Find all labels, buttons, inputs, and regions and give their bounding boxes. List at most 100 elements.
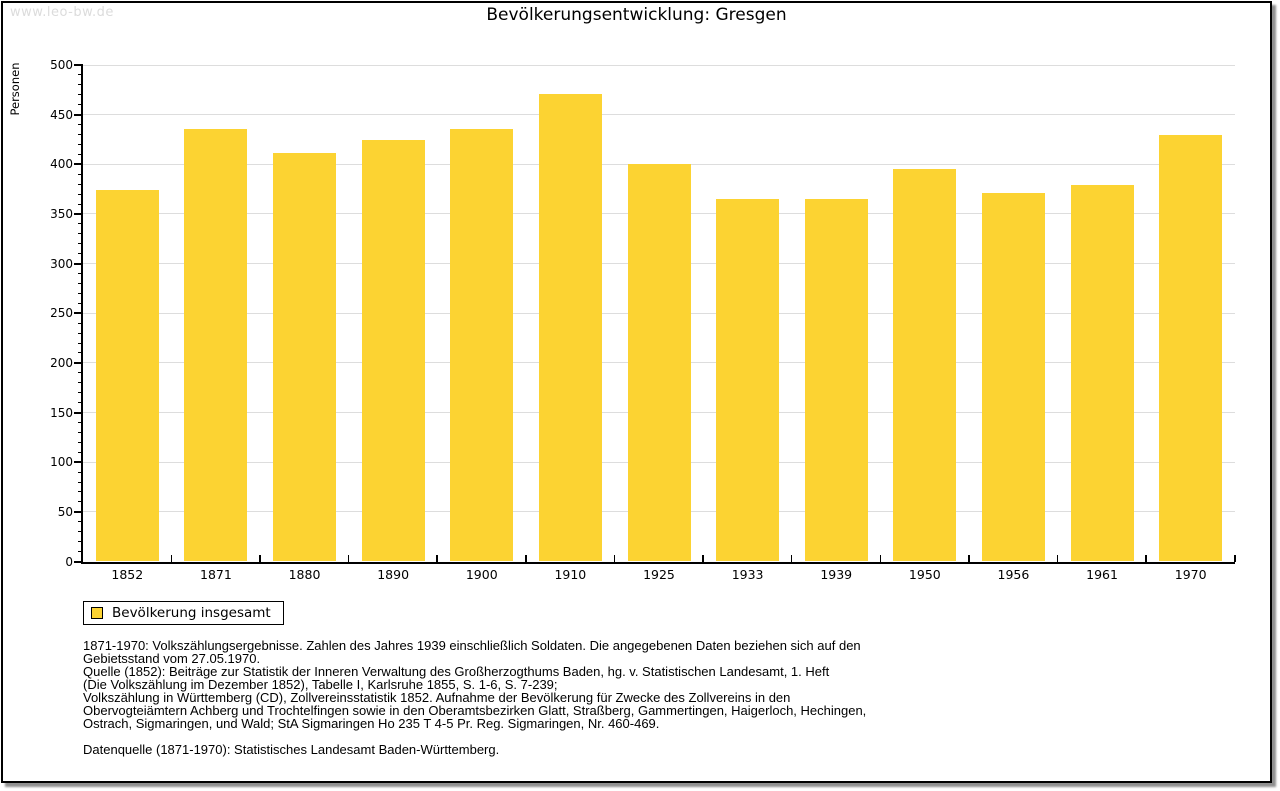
y-tick-label: 500: [50, 58, 73, 72]
x-boundary-tick: [1056, 555, 1059, 562]
y-axis-label: Personen: [8, 62, 22, 116]
y-tick-label: 300: [50, 256, 73, 271]
x-boundary-tick: [613, 555, 616, 562]
y-minor-tick: [78, 84, 83, 86]
x-category-label: 1950: [908, 566, 941, 582]
x-category-label: 1939: [820, 566, 853, 582]
bar: [273, 153, 337, 562]
y-tick-label: 450: [50, 107, 73, 122]
gridline: [83, 64, 1235, 66]
x-boundary-tick: [259, 555, 261, 562]
y-minor-tick: [78, 322, 83, 324]
source-note-line: Volkszählung in Württemberg (CD), Zollve…: [83, 690, 791, 705]
y-major-tick: [74, 312, 83, 315]
x-category-label: 1890: [377, 566, 410, 582]
leo-bw-watermark: www.leo-bw.de: [10, 5, 114, 20]
x-boundary-tick: [525, 555, 527, 562]
x-boundary-tick: [879, 555, 882, 562]
y-tick-label: 200: [50, 355, 73, 370]
y-minor-tick: [78, 392, 83, 394]
y-minor-tick: [78, 173, 83, 175]
y-minor-tick: [78, 531, 83, 533]
x-boundary-tick: [702, 555, 704, 562]
bar: [804, 199, 868, 562]
x-boundary-tick: [968, 555, 970, 562]
y-major-tick: [74, 113, 83, 116]
gridline: [83, 114, 1235, 116]
x-boundary-tick: [1145, 555, 1147, 562]
bar: [538, 93, 602, 562]
y-tick-label: 400: [50, 157, 73, 172]
x-category-label: 1852: [111, 566, 144, 582]
y-tick-label: 0: [65, 554, 73, 569]
bar: [450, 128, 514, 562]
y-minor-tick: [78, 183, 83, 185]
y-minor-tick: [78, 441, 83, 443]
bar: [95, 190, 159, 562]
source-note-line: Gebietsstand vom 27.05.1970.: [83, 651, 261, 666]
x-category-label: 1880: [288, 566, 321, 582]
y-tick-label: 50: [57, 504, 73, 519]
y-axis-line: [81, 65, 83, 564]
bar: [361, 140, 425, 562]
legend-color-swatch-icon: [91, 607, 103, 619]
y-major-tick: [74, 262, 83, 265]
y-major-tick: [74, 411, 83, 414]
x-boundary-tick: [170, 555, 173, 562]
y-tick-label: 350: [50, 206, 73, 221]
y-minor-tick: [78, 491, 83, 493]
bar: [627, 164, 691, 562]
y-minor-tick: [78, 402, 83, 404]
y-minor-tick: [78, 332, 83, 334]
y-minor-tick: [78, 143, 83, 145]
source-note-line: Ostrach, Sigmaringen, und Wald; StA Sigm…: [83, 716, 660, 731]
y-minor-tick: [78, 94, 83, 96]
y-minor-tick: [78, 541, 83, 543]
x-boundary-tick: [790, 555, 793, 562]
bar: [893, 169, 957, 562]
y-minor-tick: [78, 481, 83, 483]
x-category-label: 1900: [465, 566, 498, 582]
bar: [1159, 134, 1223, 562]
x-boundary-tick: [436, 555, 438, 562]
y-minor-tick: [78, 134, 83, 135]
y-minor-tick: [78, 382, 83, 384]
source-notes: 1871-1970: Volkszählungsergebnisse. Zahl…: [83, 639, 923, 756]
bar: [716, 199, 780, 562]
source-note-line: Obervogteiämtern Achberg und Trochtelfin…: [83, 703, 867, 718]
y-major-tick: [74, 510, 83, 513]
y-minor-tick: [78, 282, 83, 284]
y-minor-tick: [78, 421, 83, 423]
y-minor-tick: [78, 223, 83, 225]
x-category-label: 1961: [1086, 566, 1118, 582]
y-minor-tick: [78, 273, 83, 275]
x-boundary-tick: [347, 555, 350, 562]
y-minor-tick: [78, 153, 83, 155]
y-minor-tick: [78, 451, 83, 453]
legend: Bevölkerung insgesamt: [83, 601, 284, 625]
y-tick-label: 250: [50, 306, 73, 321]
y-major-tick: [74, 163, 83, 166]
y-minor-tick: [78, 501, 83, 503]
legend-series-label: Bevölkerung insgesamt: [112, 605, 271, 621]
y-minor-tick: [78, 431, 83, 433]
data-source-line: Datenquelle (1871-1970): Statistisches L…: [83, 742, 500, 757]
y-major-tick: [74, 64, 83, 66]
y-minor-tick: [78, 203, 83, 205]
y-minor-tick: [78, 372, 83, 374]
bar-chart: Personen 0 50 100 150 200 250 300 350 400 450 500 …: [3, 3, 1270, 781]
y-minor-tick: [78, 471, 83, 473]
y-major-tick: [74, 212, 83, 215]
y-minor-tick: [78, 243, 83, 245]
y-minor-tick: [78, 104, 83, 106]
bar: [1070, 185, 1134, 562]
y-minor-tick: [78, 352, 83, 354]
bar: [981, 193, 1045, 562]
source-note-line: Quelle (1852): Beiträge zur Statistik de…: [83, 664, 830, 679]
bar: [184, 128, 248, 562]
y-minor-tick: [78, 302, 83, 304]
source-note-line: (Die Volkszählung im Dezember 1852), Tab…: [83, 677, 558, 692]
x-category-label: 1910: [554, 566, 587, 582]
y-minor-tick: [78, 253, 83, 255]
